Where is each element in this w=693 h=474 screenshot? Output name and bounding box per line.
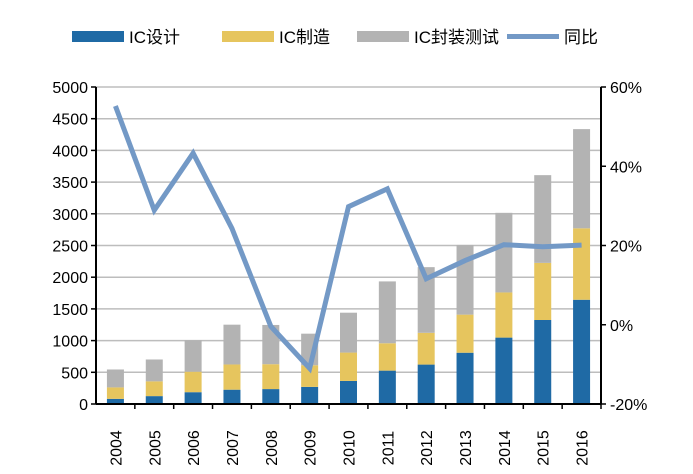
y2-tick-label: 0% — [610, 318, 633, 335]
bar — [573, 129, 591, 229]
bar — [184, 392, 202, 404]
bar — [378, 281, 396, 344]
y2-tick-label: -20% — [610, 397, 647, 414]
y2-tick-label: 40% — [610, 159, 642, 176]
bar — [378, 343, 396, 371]
x-tick-label: 2007 — [225, 430, 242, 466]
bar — [417, 267, 435, 333]
bar — [223, 389, 241, 404]
bar — [223, 364, 241, 390]
bar — [106, 387, 124, 399]
legend-swatch — [357, 31, 409, 42]
x-tick-label: 2008 — [264, 430, 281, 466]
bar — [495, 337, 513, 404]
y-tick-label: 3500 — [52, 175, 88, 192]
bar — [417, 332, 435, 365]
bar — [573, 299, 591, 404]
bar — [145, 359, 163, 382]
legend-label: IC制造 — [279, 28, 330, 47]
x-tick-label: 2010 — [342, 430, 359, 466]
bar — [262, 324, 280, 365]
legend-label: IC设计 — [129, 28, 180, 47]
bar — [262, 364, 280, 390]
x-tick-label: 2011 — [380, 431, 397, 466]
bar — [495, 212, 513, 293]
x-tick-label: 2015 — [536, 430, 553, 466]
bar — [378, 370, 396, 404]
bar — [534, 175, 552, 263]
bar — [495, 292, 513, 338]
bar — [340, 352, 357, 381]
y-tick-label: 2000 — [52, 270, 88, 287]
x-tick-label: 2014 — [497, 430, 514, 466]
bar — [262, 389, 280, 404]
legend-swatch — [222, 31, 274, 42]
y2-tick-label: 60% — [610, 80, 642, 97]
bar — [301, 386, 319, 404]
x-tick-label: 2005 — [147, 430, 164, 466]
y2-tick-label: 20% — [610, 239, 642, 256]
line-series — [113, 105, 582, 374]
x-tick-label: 2006 — [186, 430, 203, 466]
bar — [340, 312, 357, 353]
bar — [534, 262, 552, 320]
y-tick-label: 0 — [79, 397, 88, 414]
bar — [301, 365, 319, 387]
bar — [145, 381, 163, 397]
bar — [184, 340, 202, 372]
bar — [106, 398, 124, 404]
y-tick-label: 3000 — [52, 207, 88, 224]
y-tick-label: 2500 — [52, 239, 88, 256]
bar — [417, 364, 435, 404]
y-tick-label: 1000 — [52, 334, 88, 351]
y-tick-label: 4500 — [52, 112, 88, 129]
bar — [534, 319, 552, 404]
bar — [145, 396, 163, 404]
bar — [223, 324, 241, 365]
x-tick-label: 2013 — [458, 430, 475, 466]
x-tick-label: 2016 — [575, 430, 592, 466]
legend-label: 同比 — [564, 28, 598, 47]
legend-label: IC封装测试 — [414, 28, 499, 47]
bar — [184, 371, 202, 393]
bar — [456, 244, 474, 315]
x-tick-label: 2009 — [303, 430, 320, 466]
legend-swatch — [72, 31, 124, 42]
y-tick-label: 500 — [61, 365, 88, 382]
bar — [573, 228, 591, 300]
bar — [340, 380, 357, 404]
x-tick-label: 2004 — [108, 430, 125, 466]
bar — [456, 352, 474, 404]
y-tick-label: 5000 — [52, 80, 88, 97]
y-tick-label: 4000 — [52, 143, 88, 160]
bar — [106, 369, 124, 388]
bar — [456, 314, 474, 353]
x-tick-label: 2012 — [419, 430, 436, 466]
y-tick-label: 1500 — [52, 302, 88, 319]
